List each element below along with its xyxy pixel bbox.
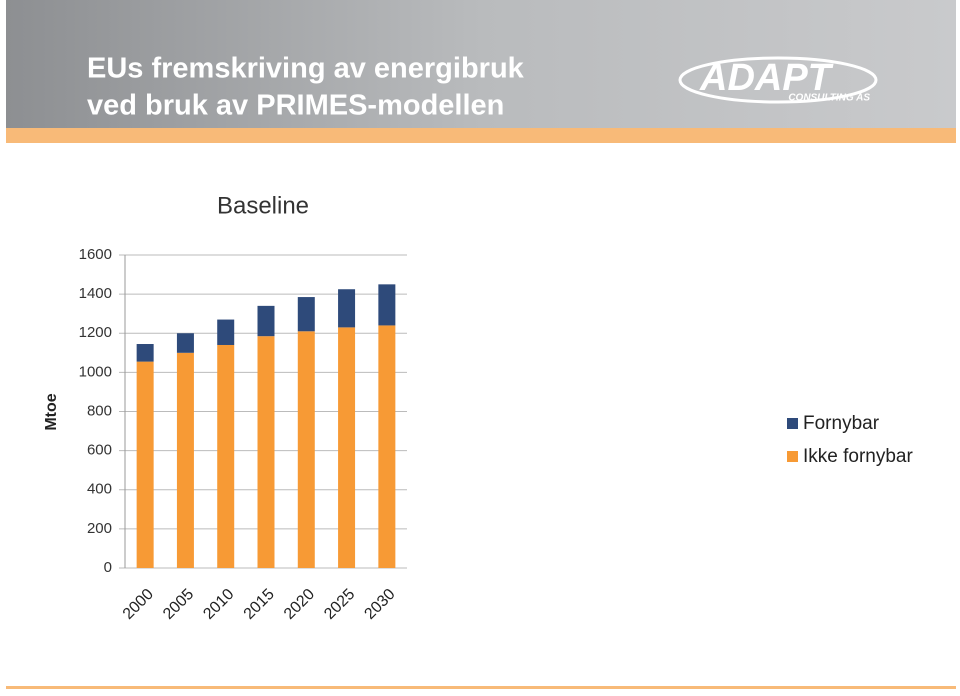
y-axis-label: Mtoe: [43, 393, 60, 430]
y-tick-label: 200: [87, 520, 112, 537]
bar-segment: [338, 327, 356, 568]
y-tick-label: 600: [87, 442, 112, 459]
y-tick-label: 1400: [79, 285, 112, 302]
y-tick-label: 400: [87, 481, 112, 498]
bar-segment: [136, 344, 154, 362]
bar-segment: [257, 305, 275, 337]
y-tick-label: 1200: [79, 324, 112, 341]
header-band: [6, 0, 956, 128]
legend-swatch: [787, 418, 798, 429]
slide-title: ved bruk av PRIMES-modellen: [87, 90, 504, 122]
slide-title: EUs fremskriving av energibruk: [87, 53, 525, 85]
legend-label: Ikke fornybar: [803, 446, 913, 467]
y-tick-label: 1000: [79, 363, 112, 380]
legend-label: Fornybar: [803, 413, 880, 434]
logo-subtext: CONSULTING AS: [788, 93, 870, 104]
bar-segment: [176, 352, 194, 568]
bar-segment: [217, 344, 235, 568]
y-tick-label: 1600: [79, 246, 112, 263]
x-tick-label: 2000: [120, 586, 157, 623]
logo-swoosh: [678, 56, 878, 104]
chart-title: Baseline: [217, 192, 309, 219]
logo-text: ADAPT: [699, 57, 834, 99]
bar-segment: [176, 333, 194, 353]
y-tick-label: 800: [87, 402, 112, 419]
header-stripe: [6, 128, 956, 143]
x-tick-label: 2030: [361, 586, 398, 623]
x-tick-label: 2005: [160, 586, 197, 623]
footer-stripe: [6, 686, 956, 689]
legend-swatch: [787, 451, 798, 462]
y-tick-label: 0: [104, 559, 112, 576]
bar-segment: [136, 361, 154, 568]
x-tick-label: 2025: [321, 586, 358, 623]
bar-segment: [297, 331, 315, 568]
bar-segment: [378, 325, 396, 568]
bar-segment: [297, 297, 315, 332]
x-tick-label: 2020: [281, 586, 318, 623]
bar-segment: [338, 289, 356, 328]
bar-segment: [217, 319, 235, 345]
x-tick-label: 2010: [200, 586, 237, 623]
x-tick-label: 2015: [241, 586, 278, 623]
bar-segment: [378, 284, 396, 326]
bar-segment: [257, 336, 275, 568]
